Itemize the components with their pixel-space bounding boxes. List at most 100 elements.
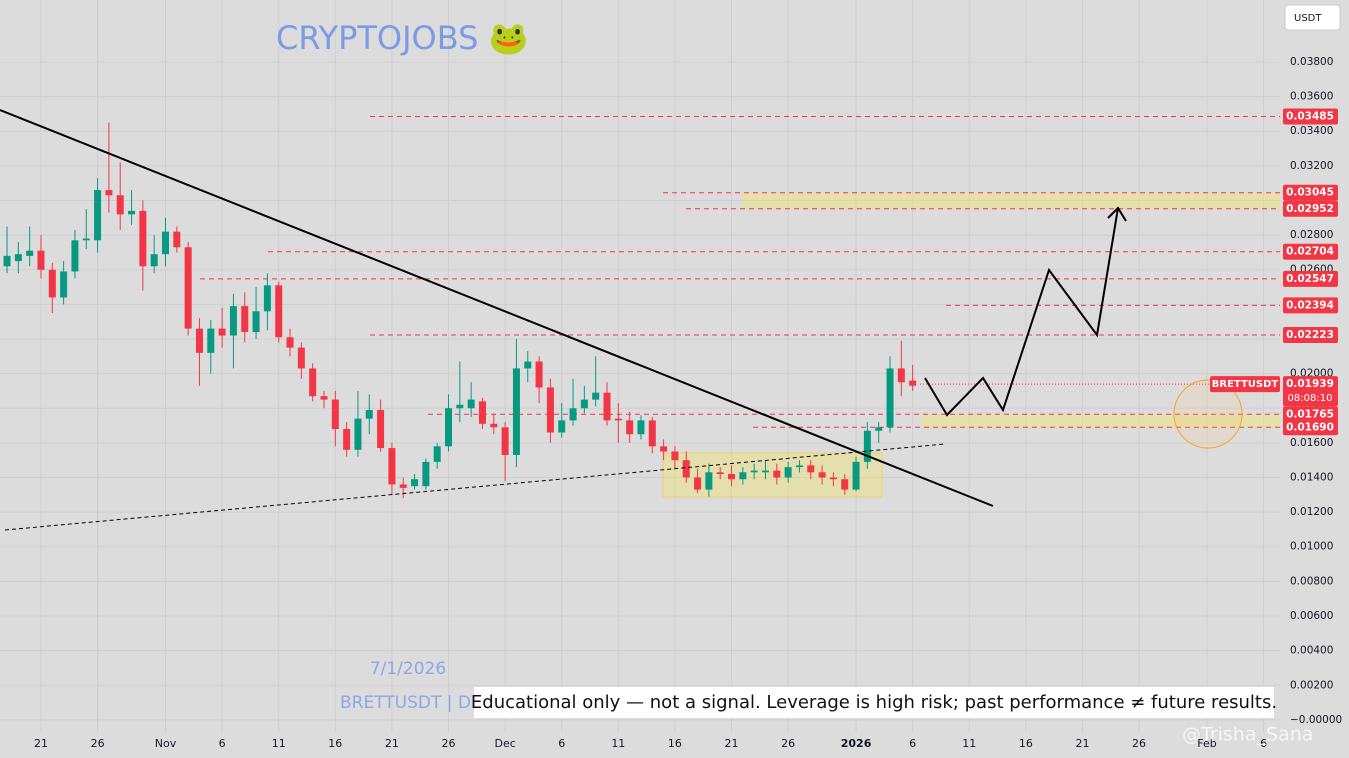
- candle-body: [411, 479, 419, 487]
- x-tick-label: 6: [1260, 737, 1267, 750]
- zone: [922, 414, 1280, 428]
- candle-body: [128, 210, 136, 215]
- y-tick-label: 0.00200: [1290, 679, 1333, 691]
- candle-body: [399, 484, 407, 488]
- x-tick-label: Nov: [155, 737, 177, 750]
- y-tick-label: 0.03400: [1290, 125, 1333, 137]
- candle-body: [433, 446, 441, 462]
- support-line: [4, 443, 946, 531]
- x-tick-label: 21: [1075, 737, 1089, 750]
- x-tick-label: 26: [1132, 737, 1146, 750]
- y-tick-label: 0.00800: [1290, 575, 1333, 587]
- candle-body: [309, 368, 317, 397]
- x-tick-label: 26: [442, 737, 456, 750]
- candle-body: [286, 337, 294, 348]
- x-tick-label: 16: [1019, 737, 1033, 750]
- candle-body: [343, 429, 351, 450]
- y-tick-label: 0.00600: [1290, 610, 1333, 622]
- watermark: @Trisha_Sana: [1182, 724, 1313, 746]
- candle-body: [467, 399, 475, 409]
- candle-body: [150, 254, 158, 267]
- level-label-box: [1283, 243, 1338, 260]
- level-label: 0.01765: [1286, 408, 1334, 420]
- zone: [742, 192, 1280, 209]
- candle-body: [524, 361, 532, 369]
- level-label: 0.02223: [1286, 329, 1334, 341]
- disclaimer: Educational only — not a signal. Leverag…: [471, 692, 1277, 713]
- candle-body: [784, 467, 792, 478]
- level-label-box: [1283, 406, 1338, 423]
- date-label: 7/1/2026: [370, 659, 446, 679]
- x-tick-label: 26: [91, 737, 105, 750]
- countdown: 08:08:10: [1288, 393, 1333, 404]
- x-tick-label: 11: [272, 737, 286, 750]
- candle-body: [512, 368, 520, 455]
- level-label: 0.02394: [1286, 299, 1334, 311]
- consolidation-box: [662, 452, 883, 498]
- x-tick-label: 6: [909, 737, 916, 750]
- candle-body: [37, 250, 45, 270]
- candle-body: [637, 420, 645, 435]
- candle-body: [501, 427, 509, 455]
- level-label-box: [1283, 419, 1338, 436]
- projection-arrow: [1107, 206, 1127, 222]
- candle-body: [580, 399, 588, 409]
- candle-body: [173, 231, 181, 248]
- candle-body: [705, 472, 713, 490]
- y-tick-label: 0.01000: [1290, 541, 1333, 553]
- candle-body: [207, 328, 215, 353]
- level-label: 0.02704: [1286, 246, 1334, 258]
- candle-body: [139, 210, 147, 267]
- highlight-circle: [1173, 379, 1243, 449]
- y-tick-label: 0.03600: [1290, 91, 1333, 103]
- candle-body: [558, 420, 566, 433]
- x-tick-label: 16: [668, 737, 682, 750]
- y-tick-label: 0.03800: [1290, 56, 1333, 68]
- candle-body: [603, 392, 611, 421]
- candle-body: [863, 430, 871, 462]
- level-label-box: [1283, 108, 1338, 125]
- level-label: 0.02547: [1286, 273, 1334, 285]
- candle-body: [773, 470, 781, 478]
- candle-body: [229, 306, 237, 336]
- y-tick-label: 0.02800: [1290, 229, 1333, 241]
- candle-body: [818, 472, 826, 478]
- candle-body: [648, 420, 656, 447]
- candle-body: [116, 195, 124, 215]
- candle-body: [445, 408, 453, 447]
- currency[interactable]: USDT: [1294, 13, 1322, 24]
- candle-body: [14, 254, 22, 262]
- candle-body: [195, 328, 203, 353]
- level-label-box: [1283, 200, 1338, 217]
- symbol-label: BRETTUSDT | D: [340, 693, 471, 713]
- candle-body: [897, 368, 905, 383]
- candle-body: [162, 231, 170, 255]
- x-tick-label: Dec: [494, 737, 515, 750]
- candle-body: [875, 427, 883, 431]
- candle-body: [592, 392, 600, 400]
- candle-body: [535, 361, 543, 388]
- candle-body: [275, 285, 283, 338]
- candle-body: [105, 190, 113, 196]
- candle-body: [490, 423, 498, 428]
- candle-body: [671, 451, 679, 461]
- candle-body: [331, 399, 339, 430]
- candle-body: [71, 240, 79, 272]
- x-tick-label: 6: [219, 737, 226, 750]
- level-label: 0.03485: [1286, 111, 1334, 123]
- candle-body: [365, 409, 373, 419]
- candle-body: [841, 479, 849, 490]
- currency-box[interactable]: [1284, 4, 1341, 31]
- y-tick-label: 0.01400: [1290, 471, 1333, 483]
- candle-body: [614, 418, 622, 421]
- candle-body: [660, 446, 668, 452]
- x-tick-label: 11: [962, 737, 976, 750]
- level-label-box: [1283, 270, 1338, 287]
- level-label-box: [1283, 327, 1338, 344]
- candle-body: [886, 368, 894, 428]
- x-tick-label: 11: [611, 737, 625, 750]
- y-tick-label: 0.03200: [1290, 160, 1333, 172]
- candle-body: [320, 396, 328, 400]
